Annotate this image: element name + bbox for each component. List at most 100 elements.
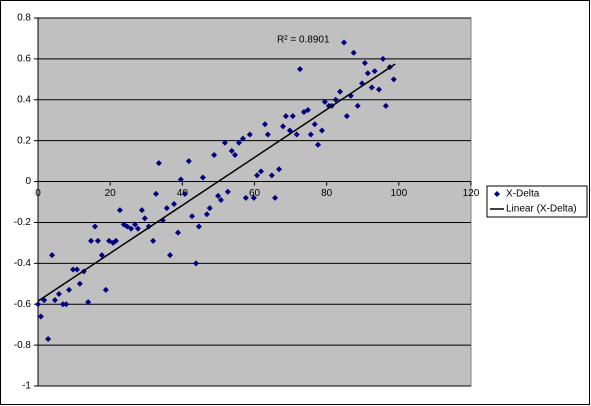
data-point bbox=[254, 172, 261, 179]
data-point bbox=[232, 151, 239, 158]
data-point bbox=[181, 190, 188, 197]
data-point bbox=[239, 135, 246, 142]
y-tick-label: -0.2 bbox=[14, 217, 32, 228]
data-point bbox=[304, 107, 311, 113]
y-tick-label: -0.8 bbox=[14, 340, 32, 351]
data-point bbox=[293, 131, 300, 138]
data-point bbox=[246, 131, 253, 138]
data-point bbox=[375, 86, 382, 93]
data-point bbox=[106, 237, 113, 244]
legend-label: X-Delta bbox=[506, 189, 540, 200]
data-point bbox=[257, 168, 264, 175]
data-point bbox=[264, 131, 271, 138]
data-point bbox=[45, 335, 52, 342]
data-point bbox=[261, 121, 268, 128]
y-tick-label: -0.4 bbox=[14, 258, 32, 269]
data-point bbox=[132, 221, 139, 228]
data-point bbox=[242, 194, 249, 201]
data-point bbox=[177, 176, 184, 183]
x-tick-label: 0 bbox=[35, 188, 41, 199]
data-point bbox=[217, 196, 224, 203]
y-tick-label: 0.6 bbox=[17, 54, 31, 65]
y-tick-label: 0 bbox=[25, 176, 31, 187]
data-point bbox=[163, 205, 170, 212]
data-point bbox=[199, 174, 206, 181]
data-point bbox=[272, 194, 279, 201]
data-point bbox=[128, 225, 135, 232]
data-point bbox=[300, 109, 307, 116]
data-point bbox=[364, 70, 371, 77]
data-point bbox=[354, 102, 361, 109]
data-point bbox=[311, 121, 318, 128]
data-point bbox=[116, 207, 123, 214]
y-tick-label: 0.4 bbox=[17, 94, 31, 105]
data-point bbox=[150, 237, 157, 244]
data-point bbox=[321, 98, 328, 105]
data-point bbox=[379, 55, 386, 62]
data-point bbox=[35, 301, 41, 308]
data-point bbox=[268, 172, 275, 179]
data-point bbox=[167, 252, 174, 259]
data-point bbox=[76, 280, 83, 287]
data-point bbox=[307, 131, 314, 138]
data-point bbox=[155, 160, 162, 167]
x-tick-label: 80 bbox=[321, 188, 333, 199]
data-point bbox=[337, 88, 344, 95]
data-point bbox=[138, 207, 145, 214]
x-tick-label: 120 bbox=[463, 188, 480, 199]
legend-box bbox=[486, 185, 588, 218]
data-point bbox=[141, 215, 148, 222]
y-tick-label: 0.2 bbox=[17, 135, 31, 146]
data-point bbox=[280, 123, 287, 130]
data-point bbox=[228, 147, 235, 154]
data-point bbox=[368, 84, 375, 91]
annotation: R² = 0.8901 bbox=[277, 35, 330, 46]
data-point bbox=[94, 237, 101, 244]
data-point bbox=[235, 139, 242, 146]
data-point bbox=[195, 223, 202, 230]
data-point bbox=[152, 190, 159, 197]
data-point bbox=[390, 76, 397, 83]
data-point bbox=[66, 286, 73, 293]
data-point bbox=[332, 96, 339, 103]
data-point bbox=[211, 151, 218, 158]
data-point bbox=[49, 252, 56, 259]
data-point bbox=[343, 113, 350, 120]
data-point bbox=[59, 301, 66, 308]
data-point bbox=[55, 291, 62, 297]
data-point bbox=[73, 266, 80, 273]
data-point bbox=[215, 192, 222, 199]
x-tick-label: 60 bbox=[249, 188, 261, 199]
trendline bbox=[37, 63, 396, 302]
data-point bbox=[296, 66, 303, 73]
data-point bbox=[350, 49, 357, 56]
data-point bbox=[193, 260, 200, 267]
data-point bbox=[189, 213, 196, 220]
data-point bbox=[382, 102, 389, 109]
data-point bbox=[70, 266, 77, 273]
data-point bbox=[282, 113, 289, 120]
y-tick-label: -1 bbox=[22, 381, 31, 392]
legend-label: Linear (X-Delta) bbox=[506, 204, 577, 215]
data-point bbox=[63, 301, 70, 308]
data-point bbox=[286, 127, 293, 134]
data-point bbox=[224, 188, 231, 195]
legend-marker bbox=[494, 191, 500, 197]
data-point bbox=[102, 286, 109, 293]
data-point bbox=[371, 68, 378, 75]
data-point bbox=[85, 299, 92, 306]
data-point bbox=[51, 297, 58, 304]
data-point bbox=[112, 237, 119, 244]
data-point bbox=[276, 166, 283, 173]
data-point bbox=[361, 59, 368, 66]
plot-area bbox=[37, 17, 472, 387]
data-point bbox=[175, 229, 182, 236]
data-point bbox=[134, 225, 141, 232]
y-tick-label: 0.8 bbox=[17, 13, 31, 24]
data-point bbox=[88, 237, 95, 244]
data-point bbox=[124, 223, 131, 230]
data-point bbox=[221, 139, 228, 146]
data-point bbox=[340, 39, 347, 46]
